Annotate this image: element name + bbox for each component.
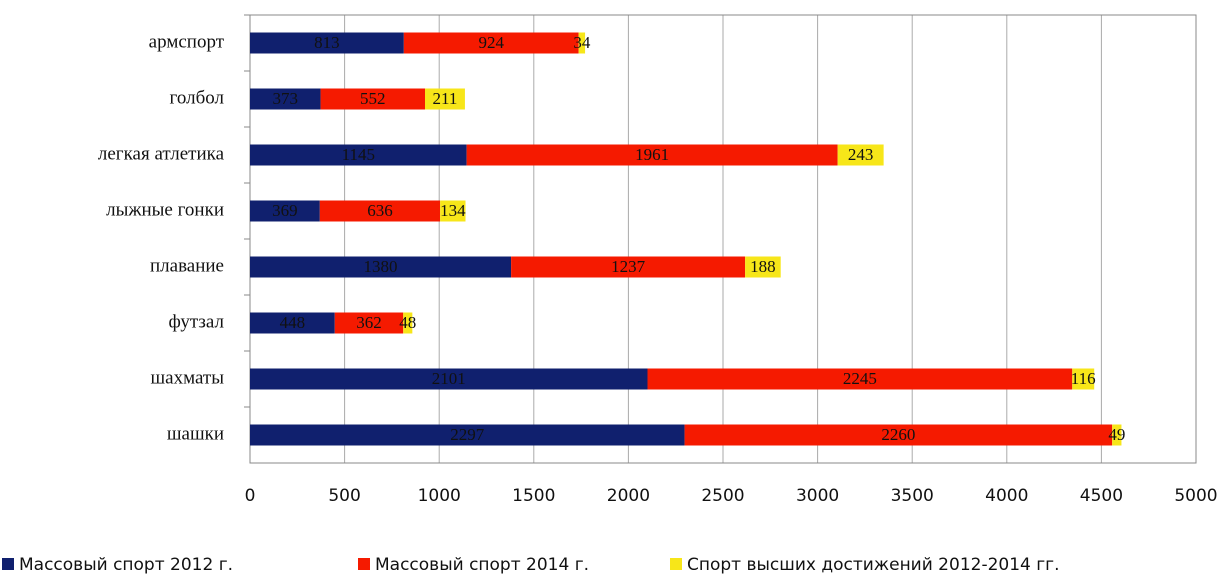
y-tick-label: шахматы [151, 367, 225, 388]
bar-segment [440, 200, 466, 222]
data-label: 2245 [843, 369, 877, 388]
bar-segment [319, 200, 441, 222]
y-tick-label: шашки [167, 423, 224, 444]
bar-segment [334, 312, 404, 334]
y-tick-label: армспорт [149, 31, 225, 52]
data-label: 813 [314, 33, 340, 52]
legend-label: Массовый спорт 2014 г. [375, 555, 589, 575]
legend-swatch [2, 558, 14, 570]
bar-segment [250, 424, 685, 446]
x-tick-label: 0 [245, 486, 256, 506]
bar-segment [425, 88, 465, 110]
data-label: 1380 [364, 257, 398, 276]
bar-segment [250, 32, 404, 54]
legend-swatch [670, 558, 682, 570]
x-tick-label: 3500 [891, 486, 934, 506]
x-tick-label: 500 [328, 486, 360, 506]
data-label: 1237 [611, 257, 646, 276]
x-tick-label: 2500 [701, 486, 744, 506]
bar-segment [837, 144, 884, 166]
bar-segment [250, 144, 467, 166]
legend-swatch [358, 558, 370, 570]
data-label: 1961 [635, 145, 669, 164]
y-tick-label: плавание [150, 255, 224, 276]
data-label: 134 [440, 201, 466, 220]
bar-segment [578, 32, 586, 54]
x-tick-label: 1500 [512, 486, 555, 506]
data-label: 2297 [450, 425, 485, 444]
data-label: 2101 [432, 369, 466, 388]
bar-segment [250, 88, 321, 110]
x-tick-label: 4000 [985, 486, 1028, 506]
bar-segment [684, 424, 1113, 446]
bar-segment [1112, 424, 1122, 446]
bar-segment [1072, 368, 1095, 390]
bar-segment [250, 200, 320, 222]
bar-segment [466, 144, 838, 166]
bar-segment [647, 368, 1073, 390]
bar-segment [403, 312, 413, 334]
data-label: 49 [1108, 425, 1125, 444]
x-tick-label: 5000 [1174, 486, 1217, 506]
bar-segment [745, 256, 781, 278]
x-tick-label: 3000 [796, 486, 839, 506]
data-label: 369 [272, 201, 298, 220]
y-tick-label: легкая атлетика [98, 143, 225, 164]
data-label: 188 [750, 257, 776, 276]
data-label: 48 [399, 313, 416, 332]
legend-label: Массовый спорт 2012 г. [19, 555, 233, 575]
bar-segment [250, 256, 512, 278]
data-label: 373 [273, 89, 299, 108]
bar-segment [250, 368, 648, 390]
y-tick-label: голбол [170, 87, 225, 108]
y-tick-label: лыжные гонки [106, 199, 224, 220]
data-label: 448 [280, 313, 306, 332]
legend-label: Спорт высших достижений 2012-2014 гг. [687, 555, 1060, 575]
bar-segment [511, 256, 746, 278]
data-label: 2260 [881, 425, 915, 444]
data-label: 924 [478, 33, 504, 52]
y-tick-label: футзал [169, 311, 225, 332]
x-tick-label: 1000 [418, 486, 461, 506]
data-label: 34 [573, 33, 591, 52]
data-label: 362 [356, 313, 382, 332]
bar-segment [250, 312, 335, 334]
data-label: 1145 [342, 145, 375, 164]
bar-segment [403, 32, 579, 54]
x-tick-label: 4500 [1080, 486, 1123, 506]
bar-segment [320, 88, 426, 110]
data-label: 116 [1071, 369, 1096, 388]
data-label: 243 [848, 145, 874, 164]
x-tick-label: 2000 [607, 486, 650, 506]
data-label: 211 [433, 89, 458, 108]
data-label: 552 [360, 89, 386, 108]
data-label: 636 [367, 201, 393, 220]
